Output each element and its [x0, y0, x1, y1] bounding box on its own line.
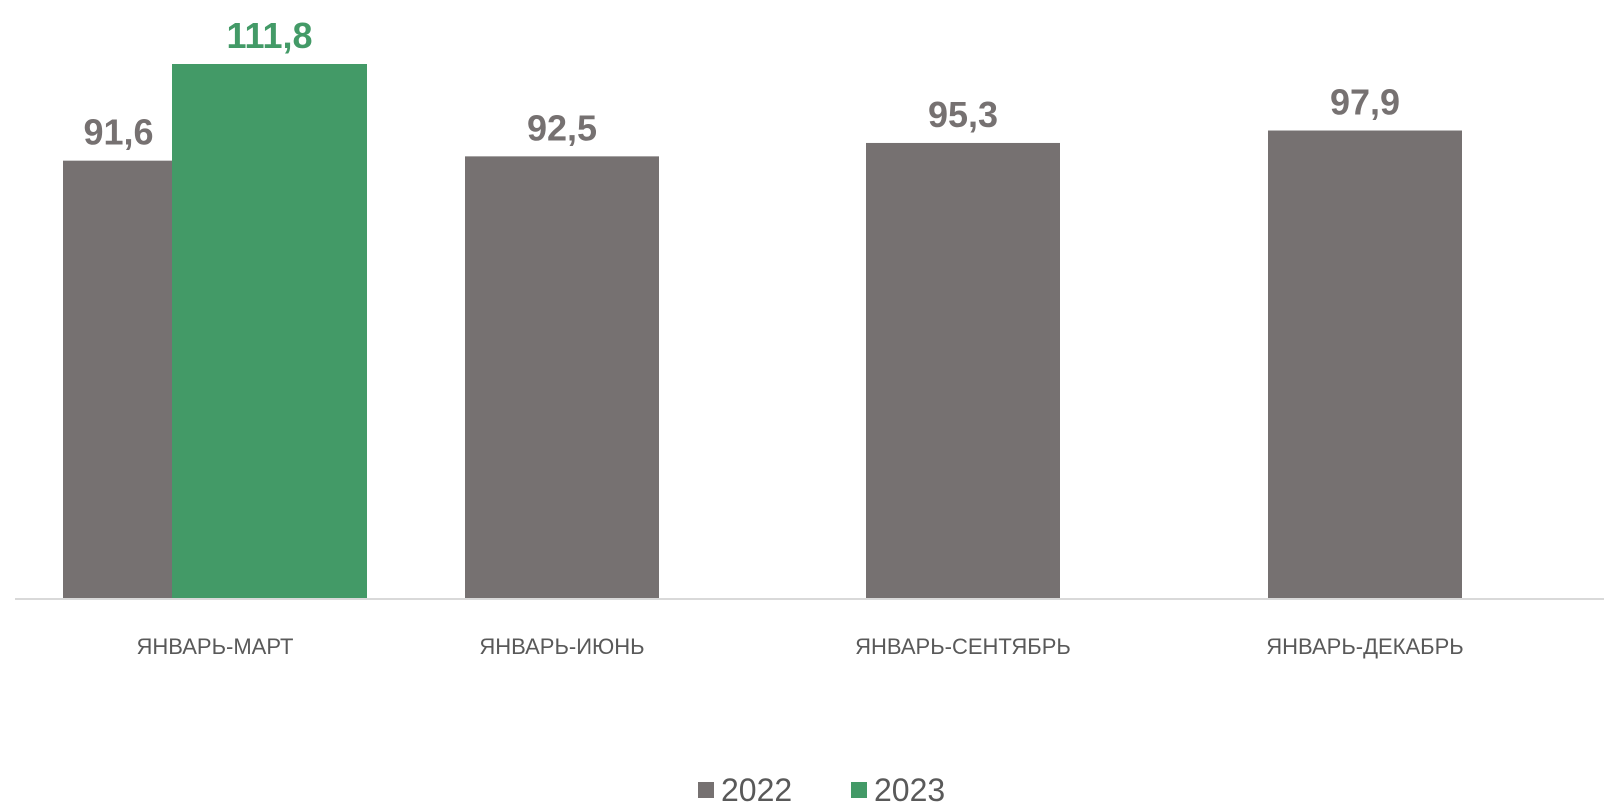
category-label-2: ЯНВАРЬ-ИЮНЬ: [479, 634, 644, 659]
value-label-2023-1: 111,8: [226, 15, 312, 56]
category-label-1: ЯНВАРЬ-МАРТ: [137, 634, 294, 659]
bar-2022-4: [1268, 130, 1462, 599]
legend: 2022 2023: [698, 772, 945, 804]
bar-2022-1: [63, 160, 172, 599]
legend-item-2023: 2023: [851, 772, 945, 804]
bar-2023-1: [172, 64, 367, 599]
category-label-3: ЯНВАРЬ-СЕНТЯБРЬ: [855, 634, 1071, 659]
category-label-4: ЯНВАРЬ-ДЕКАБРЬ: [1266, 634, 1463, 659]
legend-item-2022: 2022: [698, 772, 792, 804]
legend-label-2023: 2023: [874, 772, 945, 804]
value-label-2022-4: 97,9: [1330, 82, 1400, 123]
legend-swatch-2022: [698, 782, 714, 798]
value-label-2022-1: 91,6: [83, 112, 153, 153]
category-labels-layer: ЯНВАРЬ-МАРТ ЯНВАРЬ-ИЮНЬ ЯНВАРЬ-СЕНТЯБРЬ ЯНВ…: [137, 634, 1464, 659]
legend-swatch-2023: [851, 782, 867, 798]
value-label-2022-3: 95,3: [928, 94, 998, 135]
bar-2022-3: [866, 142, 1060, 600]
value-labels-layer: 91,6 111,8 92,5 95,3 97,9: [83, 15, 1400, 153]
bars-layer: [63, 64, 1462, 600]
value-label-2022-2: 92,5: [527, 107, 597, 148]
bar-2022-2: [465, 156, 659, 600]
legend-label-2022: 2022: [721, 772, 792, 804]
